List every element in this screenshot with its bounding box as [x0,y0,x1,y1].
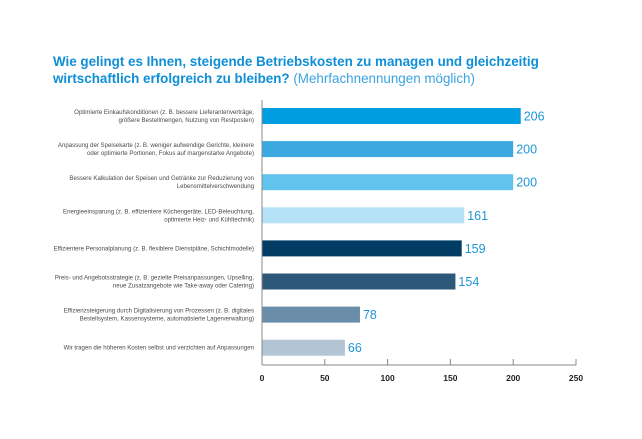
x-tick-label-2: 100 [381,373,395,383]
x-axis: 0 50 100 150 200 250 [260,100,583,383]
category-label-0-0: Optimierte Einkaufskonditionen (z. B. be… [74,109,254,116]
value-label-6: 78 [363,308,377,322]
x-tick-label-1: 50 [320,373,330,383]
category-label-6-0: Effizienzsteigerung durch Digitalisierun… [64,308,254,315]
category-label-2-1: Lebensmittelverschwendung [177,183,254,190]
value-label-4: 159 [465,242,486,256]
value-label-5: 154 [458,275,479,289]
category-label-1-1: oder optimierte Portionen, Fokus auf mar… [87,150,254,157]
category-label-0-1: größere Bestellmengen, Nutzung von Restp… [119,117,255,124]
bar-7 [262,339,345,356]
value-label-0: 206 [524,110,545,124]
value-label-1: 200 [516,143,537,157]
chart-subtitle: (Mehrfachnennungen möglich) [293,71,475,86]
x-tick-label-3: 150 [443,373,457,383]
bar-1 [262,141,514,158]
bar-5 [262,273,456,290]
bar-6 [262,306,360,323]
bar-2 [262,174,514,191]
chart-title-line1: Wie gelingt es Ihnen, steigende Betriebs… [53,54,539,69]
category-label-5-1: neue Zusatzangebote wie Take-away oder C… [113,283,254,290]
bar-3 [262,207,465,224]
category-label-7-0: Wir tragen die höheren Kosten selbst und… [64,345,254,352]
category-label-6-1: Bestellsystem, Kassensysteme, automatisi… [80,316,254,323]
bars-group: 206 Optimierte Einkaufskonditionen (z. B.… [54,108,545,356]
category-label-5-0: Preis- und Angebotsstrategie (z. B. gezi… [55,275,254,282]
value-label-7: 66 [348,341,362,355]
chart-title: Wie gelingt es Ihnen, steigende Betriebs… [53,53,593,87]
value-label-3: 161 [467,209,488,223]
x-tick-label-5: 250 [569,373,583,383]
bar-4 [262,240,462,257]
x-tick-label-0: 0 [260,373,265,383]
category-label-2-0: Bessere Kalkulation der Speisen und Getr… [69,175,254,182]
category-label-3-1: optimierte Heiz- und Kühltechnik) [164,216,254,223]
category-label-3-0: Energieeinsparung (z. B. effizientere Kü… [63,208,254,215]
category-label-4-0: Effizientere Personalplanung (z. B. flex… [54,245,254,252]
x-tick-label-4: 200 [506,373,520,383]
value-label-2: 200 [516,176,537,190]
category-label-1-0: Anpassung der Speisekarte (z. B. weniger… [58,142,255,149]
bar-0 [262,108,521,124]
chart-title-line2: wirtschaftlich erfolgreich zu bleiben? [53,71,290,86]
